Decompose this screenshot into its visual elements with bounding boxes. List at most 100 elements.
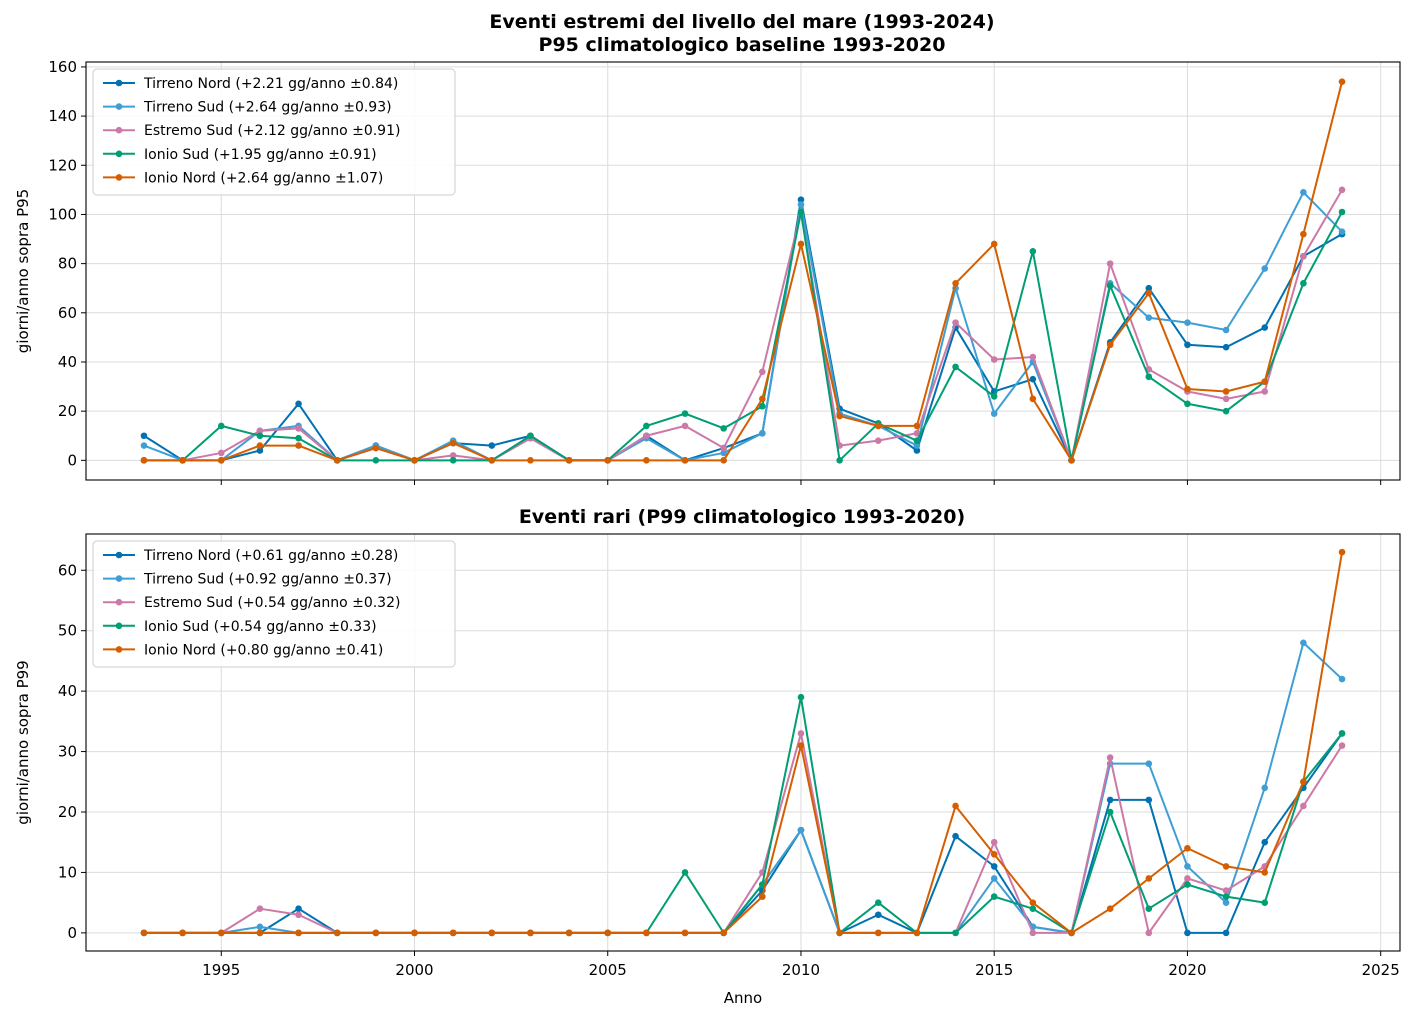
data-point: [1029, 353, 1037, 361]
data-point: [295, 905, 302, 912]
data-point: [1068, 929, 1075, 937]
data-point: [527, 432, 534, 440]
data-point: [720, 444, 727, 452]
legend-entry: Ionio Nord (+0.80 gg/anno ±0.41): [144, 642, 383, 658]
data-point: [1029, 905, 1037, 912]
data-point: [256, 905, 264, 912]
data-point: [990, 393, 998, 400]
data-point: [990, 875, 998, 882]
data-point: [681, 869, 689, 876]
data-point: [874, 929, 882, 937]
data-point: [797, 240, 805, 248]
data-point: [256, 432, 264, 440]
data-point: [1106, 905, 1114, 912]
legend-marker: [115, 174, 123, 181]
data-point: [1338, 78, 1346, 85]
data-point: [990, 893, 998, 900]
y-axis-label: giorni/anno sopra P95: [14, 189, 32, 353]
legend-marker: [115, 103, 123, 110]
x-axis-label: Anno: [724, 989, 762, 1007]
data-point: [217, 457, 225, 464]
data-point: [1222, 395, 1230, 403]
data-point: [1106, 282, 1114, 290]
data-point: [411, 457, 418, 464]
data-point: [797, 201, 805, 208]
data-point: [1106, 796, 1114, 804]
data-point: [952, 363, 959, 371]
series-line-4: [143, 551, 1344, 934]
data-point: [913, 442, 921, 449]
legend-entry: Tirreno Sud (+2.64 gg/anno ±0.93): [143, 100, 392, 116]
series-line-4: [143, 81, 1343, 462]
data-point: [488, 929, 496, 937]
data-point: [797, 730, 805, 737]
data-point: [1338, 730, 1346, 737]
data-point: [1222, 407, 1230, 415]
y-tick-label: 50: [58, 622, 77, 640]
data-point: [1300, 802, 1307, 810]
data-point: [1300, 252, 1307, 260]
data-point: [797, 693, 805, 701]
x-tick-label: 2000: [395, 961, 433, 979]
data-point: [565, 929, 573, 937]
data-point: [1300, 279, 1307, 287]
data-point: [990, 356, 998, 363]
legend-marker: [115, 575, 123, 582]
data-point: [874, 437, 882, 444]
data-point: [1184, 844, 1191, 852]
data-point: [874, 422, 882, 430]
legend-entry: Tirreno Nord (+2.21 gg/anno ±0.84): [143, 76, 398, 92]
legend-marker: [115, 598, 123, 606]
data-point: [256, 923, 264, 931]
data-point: [1145, 905, 1153, 912]
data-point: [720, 449, 727, 457]
data-point: [1261, 378, 1269, 385]
data-point: [990, 410, 998, 417]
data-point: [952, 802, 959, 810]
data-point: [836, 929, 843, 937]
data-point: [1338, 228, 1346, 235]
data-point: [759, 893, 766, 900]
legend-marker: [115, 646, 123, 653]
y-tick-label: 80: [58, 255, 77, 273]
y-tick-label: 0: [67, 451, 77, 469]
data-point: [1145, 796, 1153, 804]
legend-entry: Tirreno Sud (+0.92 gg/anno ±0.37): [143, 572, 392, 588]
data-point: [1338, 742, 1346, 749]
data-point: [1184, 400, 1191, 408]
data-point: [1106, 754, 1114, 761]
data-point: [1184, 863, 1191, 870]
data-point: [333, 929, 341, 937]
data-point: [836, 457, 843, 464]
data-point: [797, 826, 805, 834]
legend-entry: Ionio Sud (+0.54 gg/anno ±0.33): [144, 619, 377, 635]
y-tick-label: 10: [58, 863, 77, 881]
data-point: [1338, 675, 1346, 683]
data-point: [333, 457, 341, 464]
data-point: [295, 400, 302, 408]
legend-marker: [115, 622, 123, 630]
legend-marker: [115, 150, 123, 158]
legend-marker: [115, 126, 123, 134]
data-point: [256, 442, 264, 449]
data-point: [1184, 385, 1191, 393]
data-point: [1145, 760, 1153, 767]
y-tick-label: 140: [48, 107, 77, 125]
data-point: [295, 434, 302, 442]
legend-box: [92, 68, 456, 196]
axes-frame: [85, 61, 1401, 481]
x-tick-label: 2020: [1168, 961, 1206, 979]
data-point: [372, 929, 380, 937]
data-point: [643, 457, 650, 464]
data-point: [217, 929, 225, 937]
data-point: [1261, 784, 1269, 792]
data-point: [681, 929, 689, 937]
data-point: [1184, 875, 1191, 882]
data-point: [990, 838, 998, 846]
data-point: [1222, 343, 1230, 351]
data-point: [643, 929, 650, 937]
data-point: [372, 457, 380, 464]
data-point: [1300, 778, 1307, 786]
x-tick-label: 2025: [1362, 961, 1400, 979]
